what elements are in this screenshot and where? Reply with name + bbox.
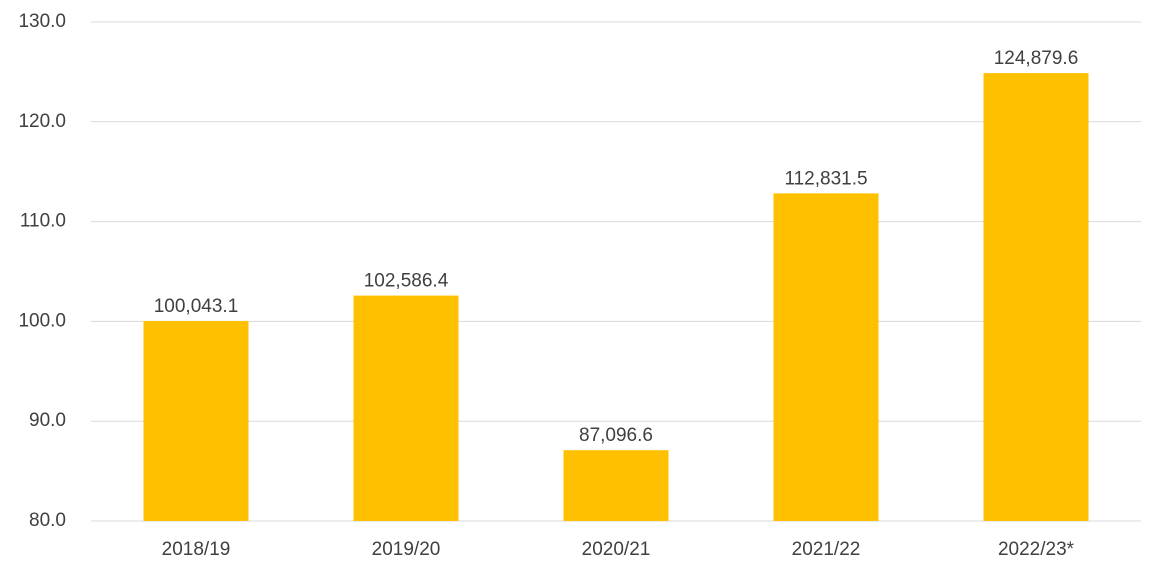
x-tick-label: 2021/22 — [792, 539, 861, 560]
data-label: 100,043.1 — [154, 296, 239, 317]
y-tick-label: 100.0 — [18, 310, 66, 331]
data-label: 87,096.6 — [579, 425, 653, 446]
x-tick-label: 2019/20 — [372, 539, 441, 560]
bar — [983, 73, 1089, 521]
data-label: 112,831.5 — [784, 168, 867, 189]
x-tick-label: 2018/19 — [162, 539, 231, 560]
bar — [563, 450, 669, 521]
x-tick-label: 2022/23* — [998, 539, 1075, 560]
bar — [143, 320, 249, 521]
y-tick-label: 110.0 — [20, 211, 66, 232]
y-tick-label: 90.0 — [29, 410, 66, 431]
x-tick-label: 2020/21 — [582, 539, 651, 560]
y-tick-label: 80.0 — [29, 510, 66, 531]
bar — [353, 295, 459, 521]
y-tick-label: 130.0 — [18, 11, 66, 32]
data-label: 124,879.6 — [994, 48, 1079, 69]
bar — [773, 193, 879, 522]
data-label: 102,586.4 — [364, 271, 449, 292]
y-tick-label: 120.0 — [18, 111, 66, 132]
